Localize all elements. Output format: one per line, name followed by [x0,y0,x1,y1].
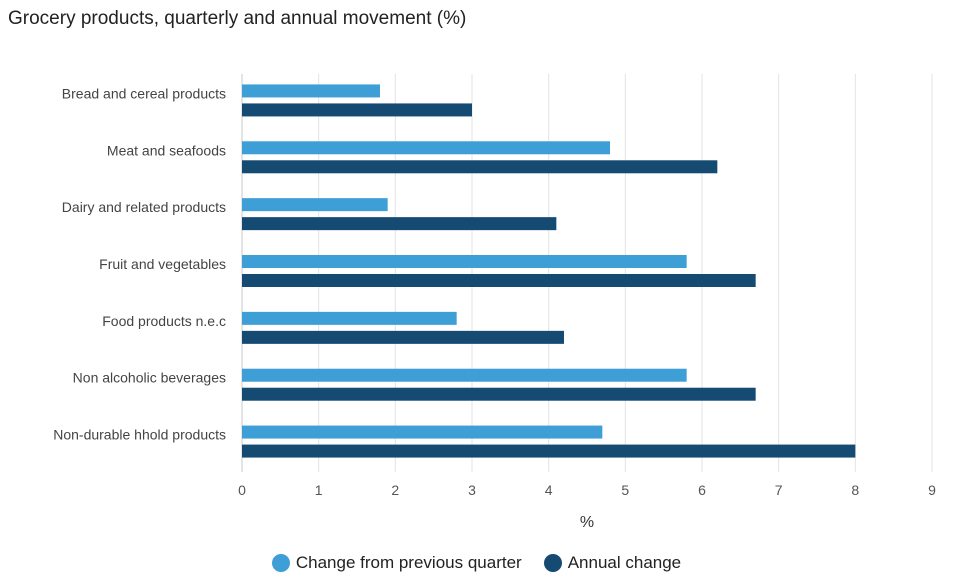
x-tick-label: 7 [775,482,783,498]
x-tick-label: 4 [545,482,553,498]
bar-quarterly[interactable] [242,311,457,325]
bar-annual[interactable] [242,103,472,117]
legend-item-annual[interactable]: Annual change [543,553,682,573]
category-label: Non-durable hhold products [53,427,226,443]
category-labels: Bread and cereal products Meat and seafoo… [53,85,226,442]
legend-label-quarterly: Change from previous quarter [295,553,522,572]
category-label: Dairy and related products [62,199,226,215]
bar-annual[interactable] [242,387,756,401]
x-axis-ticks: 0 1 2 3 4 5 6 7 8 9 [238,482,936,498]
category-label: Meat and seafoods [107,142,226,158]
bar-quarterly[interactable] [242,198,388,212]
bar-annual[interactable] [242,444,856,458]
category-label: Non alcoholic beverages [73,370,226,386]
category-label: Food products n.e.c [102,313,226,329]
bar-quarterly[interactable] [242,84,380,98]
bar-quarterly[interactable] [242,368,687,382]
category-label: Fruit and vegetables [99,256,226,272]
bar-annual[interactable] [242,330,564,344]
legend-swatch-quarterly [271,554,290,572]
x-tick-label: 2 [391,482,399,498]
x-tick-label: 6 [698,482,706,498]
bar-quarterly[interactable] [242,255,687,268]
bars [242,84,856,458]
legend-swatch-annual [543,554,562,572]
gridlines [241,74,933,472]
bar-annual[interactable] [242,160,718,174]
x-tick-label: 0 [238,482,246,498]
legend-label-annual: Annual change [567,553,682,572]
legend-item-quarterly[interactable]: Change from previous quarter [271,553,522,573]
x-tick-label: 1 [315,482,323,498]
x-tick-label: 3 [468,482,476,498]
bar-annual[interactable] [242,274,756,287]
x-tick-label: 5 [621,482,629,498]
bar-quarterly[interactable] [242,141,610,155]
x-tick-label: 9 [928,482,936,498]
chart-title: Grocery products, quarterly and annual m… [8,8,467,29]
x-tick-label: 8 [851,482,859,498]
bar-annual[interactable] [242,217,557,231]
legend: Change from previous quarter Annual chan… [0,553,953,573]
category-label: Bread and cereal products [62,85,226,101]
x-axis-label: % [580,514,594,531]
bar-quarterly[interactable] [242,425,603,439]
